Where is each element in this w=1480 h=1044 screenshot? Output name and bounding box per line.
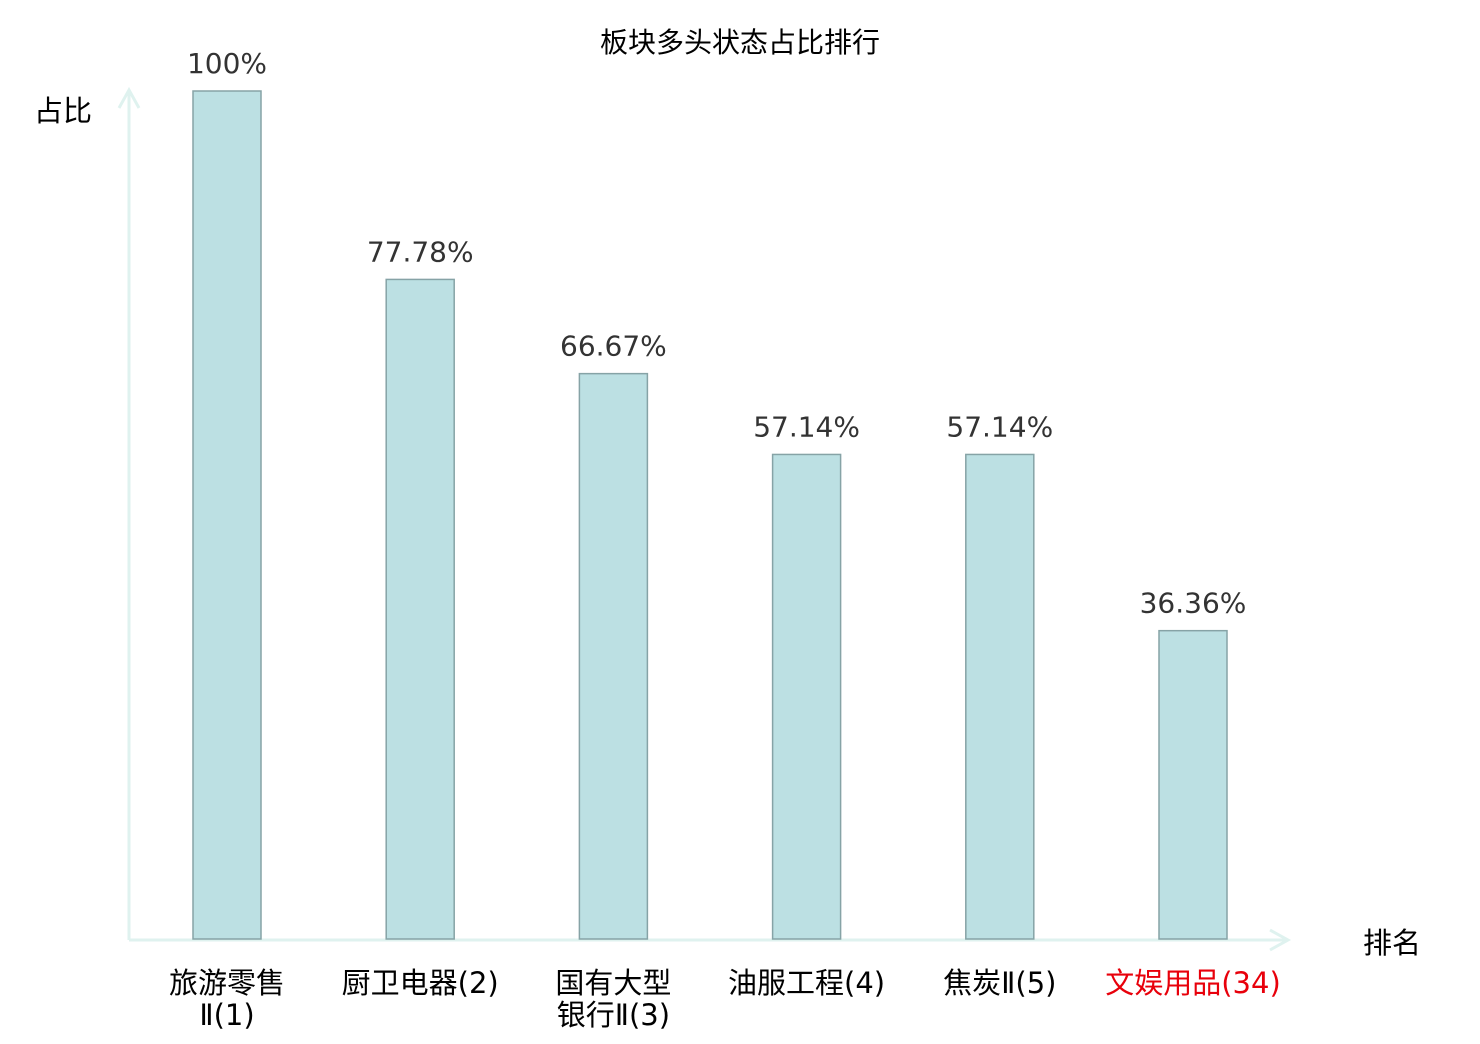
x-tick-label: 文娱用品(34) bbox=[1105, 966, 1281, 1000]
data-label: 77.78% bbox=[367, 235, 474, 268]
bar bbox=[385, 278, 455, 940]
data-label: 57.14% bbox=[753, 410, 860, 443]
x-tick-label: Ⅱ(1) bbox=[199, 998, 254, 1032]
x-tick-label: 油服工程(4) bbox=[728, 966, 885, 1000]
x-tick-label: 焦炭Ⅱ(5) bbox=[943, 966, 1056, 1000]
x-tick-label: 旅游零售 bbox=[169, 966, 285, 1000]
data-label: 66.67% bbox=[560, 330, 667, 363]
x-tick-label: 厨卫电器(2) bbox=[342, 966, 499, 1000]
bar bbox=[578, 372, 649, 940]
y-axis-label: 占比 bbox=[34, 94, 92, 128]
data-label: 57.14% bbox=[946, 410, 1053, 443]
y-axis bbox=[117, 86, 141, 940]
data-label: 100% bbox=[187, 47, 267, 80]
x-axis bbox=[129, 928, 1292, 952]
x-tick-label: 银行Ⅱ(3) bbox=[557, 998, 670, 1032]
bar bbox=[1158, 629, 1228, 940]
bar bbox=[771, 453, 842, 940]
bar bbox=[192, 90, 262, 940]
bar bbox=[965, 453, 1035, 940]
x-tick-label: 国有大型 bbox=[555, 966, 671, 1000]
chart-title: 板块多头状态占比排行 bbox=[600, 26, 880, 59]
x-axis-label: 排名 bbox=[1363, 926, 1421, 960]
data-label: 36.36% bbox=[1140, 587, 1247, 620]
